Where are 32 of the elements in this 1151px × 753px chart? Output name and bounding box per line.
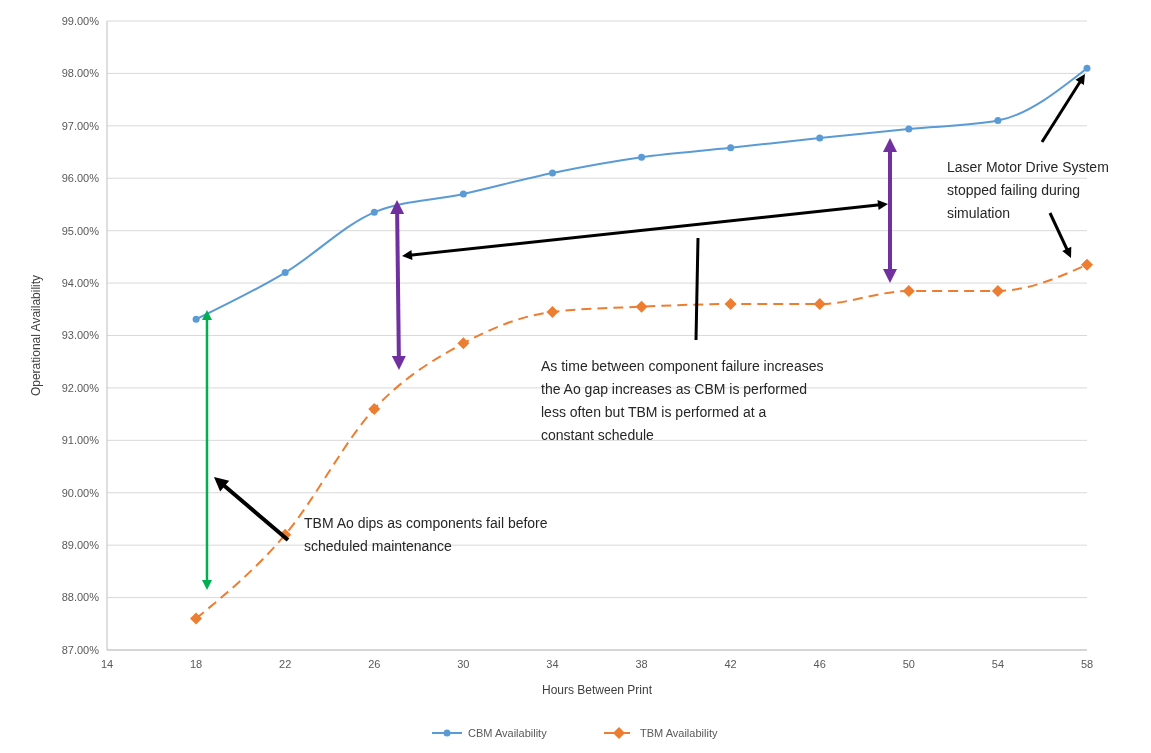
y-axis-title: Operational Availability	[29, 274, 43, 397]
y-tick-label: 92.00%	[61, 381, 100, 394]
x-tick-label: 50	[902, 658, 915, 670]
x-tick-label: 54	[991, 658, 1005, 670]
y-tick-label: 97.00%	[61, 119, 100, 132]
y-tick-label: 88.00%	[61, 591, 100, 604]
y-tick-label: 91.00%	[61, 434, 100, 447]
annotation: TBM Ao dips as components fail before scheduled maintenance	[304, 515, 548, 554]
y-tick-label: 96.00%	[61, 172, 100, 185]
y-tick-label: 98.00%	[61, 67, 100, 80]
x-axis-title: Hours Between Print	[541, 683, 653, 697]
x-tick-label: 58	[1080, 658, 1094, 670]
x-tick-label: 42	[724, 658, 737, 670]
y-tick-label: 89.00%	[61, 539, 100, 552]
x-tick-label: 26	[368, 658, 381, 670]
y-tick-label: 95.00%	[61, 224, 100, 237]
annotation: As time between component failure increases the Ao gap increases as CBM is performed less often but TBM is performed at a constant schedule	[541, 358, 824, 443]
x-tick-label: 46	[813, 658, 826, 670]
legend-label: CBM Availability	[468, 726, 548, 739]
x-tick-label: 22	[279, 658, 292, 670]
x-tick-label: 18	[189, 658, 203, 670]
y-tick-label: 90.00%	[61, 486, 100, 499]
y-tick-label: 93.00%	[61, 329, 100, 342]
y-tick-label: 87.00%	[61, 643, 100, 656]
y-tick-label: 94.00%	[61, 276, 100, 289]
x-tick-label: 14	[100, 658, 114, 670]
x-tick-label: 30	[457, 658, 470, 670]
annotation: Laser Motor Drive System stopped failing during simulation	[947, 159, 1109, 221]
x-tick-label: 34	[546, 658, 559, 670]
legend-label: TBM Availability	[640, 726, 718, 739]
x-tick-label: 38	[635, 658, 648, 670]
y-tick-label: 99.00%	[61, 14, 100, 27]
